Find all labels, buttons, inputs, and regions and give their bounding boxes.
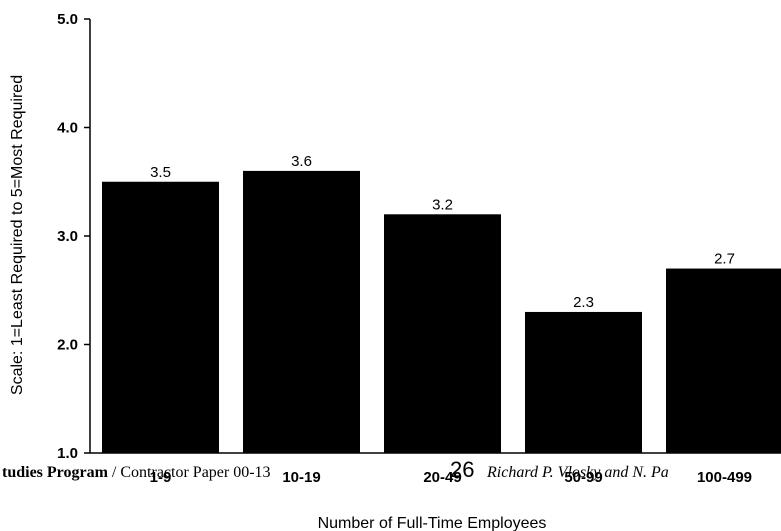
data-label: 2.7 [714,251,735,268]
footer-paper: Contractor Paper 00-13 [120,464,270,481]
y-axis-title: Scale: 1=Least Required to 5=Most Requir… [9,75,26,395]
footer-page-number: 26 [450,457,474,482]
x-axis-title: Number of Full-Time Employees [318,515,547,531]
bar-50-99 [525,311,642,453]
footer-separator: / [108,464,120,481]
footer-program: tudies Program / Contractor Paper 00-13 [2,464,271,481]
data-label: 3.2 [432,196,453,213]
bar-1-9 [102,181,219,453]
x-tick-label: 20-49 [423,469,461,486]
data-labels: 3.5 3.6 3.2 2.3 2.7 [150,153,735,311]
y-tick-label: 1.0 [57,445,78,462]
y-tick-label: 2.0 [57,337,78,354]
x-tick-label: 50-99 [564,469,602,486]
y-tick-label: 4.0 [57,120,78,137]
x-tick-label: 10-19 [282,469,320,486]
x-tick-label: 100-499 [697,469,752,486]
data-label: 3.6 [291,153,312,170]
y-axis-ticks: 1.0 2.0 3.0 4.0 5.0 [57,11,90,462]
bar-20-49 [384,214,501,453]
x-axis-ticks: 1-9 10-19 20-49 50-99 100-499 [150,469,752,486]
data-label: 3.5 [150,164,171,181]
footer-program-name: tudies Program [2,464,109,481]
data-label: 2.3 [573,294,594,311]
footer-authors: Richard P. Vlosky and N. Pa [486,464,669,481]
bar-10-19 [243,170,360,453]
y-tick-label: 5.0 [57,11,78,28]
bars [102,170,781,453]
page-footer: tudies Program / Contractor Paper 00-13 … [2,457,669,482]
bar-100-499 [666,268,781,453]
x-tick-label: 1-9 [150,469,172,486]
y-tick-label: 3.0 [57,228,78,245]
